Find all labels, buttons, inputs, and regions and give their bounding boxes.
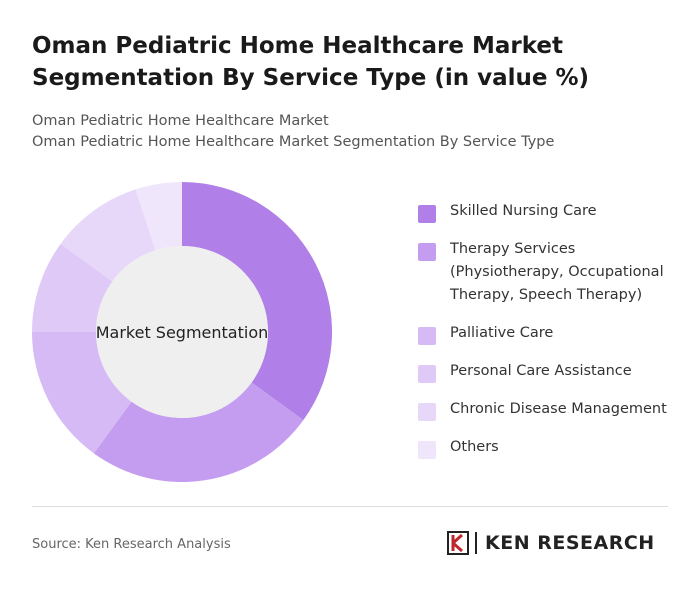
logo: KEN RESEARCH [447, 531, 655, 555]
subtitle: Oman Pediatric Home Healthcare Market Se… [32, 134, 555, 150]
legend-item: Chronic Disease Management [418, 398, 678, 421]
logo-icon [447, 531, 469, 555]
legend-label: Personal Care Assistance [450, 363, 632, 379]
source: Source: Ken Research Analysis [32, 537, 231, 552]
legend: Skilled Nursing Care Therapy Services (Ph… [418, 200, 678, 474]
logo-bar [475, 532, 477, 554]
legend-label: Others [450, 439, 499, 455]
center-label: Market Segmentation [96, 323, 269, 342]
legend-swatch [418, 365, 436, 383]
donut-segment [32, 332, 132, 454]
legend-label: Chronic Disease Management [450, 401, 667, 417]
legend-swatch [418, 403, 436, 421]
donut-hole [96, 246, 268, 418]
divider [32, 506, 668, 507]
subtitle: Oman Pediatric Home Healthcare Market [32, 113, 329, 129]
donut-segment [60, 189, 156, 282]
donut-segment [93, 382, 304, 482]
legend-label: Skilled Nursing Care [450, 203, 597, 219]
legend-swatch [418, 327, 436, 345]
legend-item: Personal Care Assistance [418, 360, 678, 383]
chart-title: Oman Pediatric Home Healthcare Market Se… [32, 33, 590, 91]
legend-swatch [418, 441, 436, 459]
donut-segment [32, 243, 113, 332]
legend-swatch [418, 205, 436, 223]
legend-item: Skilled Nursing Care [418, 200, 678, 223]
logo-text: KEN RESEARCH [485, 532, 655, 554]
donut-segment [135, 182, 182, 251]
legend-item: Others [418, 436, 678, 459]
legend-swatch [418, 243, 436, 261]
legend-label: Palliative Care [450, 325, 554, 341]
legend-label: Therapy Services (Physiotherapy, Occupat… [450, 241, 664, 303]
legend-item: Palliative Care [418, 322, 678, 345]
legend-item: Therapy Services (Physiotherapy, Occupat… [418, 238, 678, 307]
donut-segment [182, 182, 332, 421]
donut-chart: Market Segmentation [32, 182, 332, 482]
